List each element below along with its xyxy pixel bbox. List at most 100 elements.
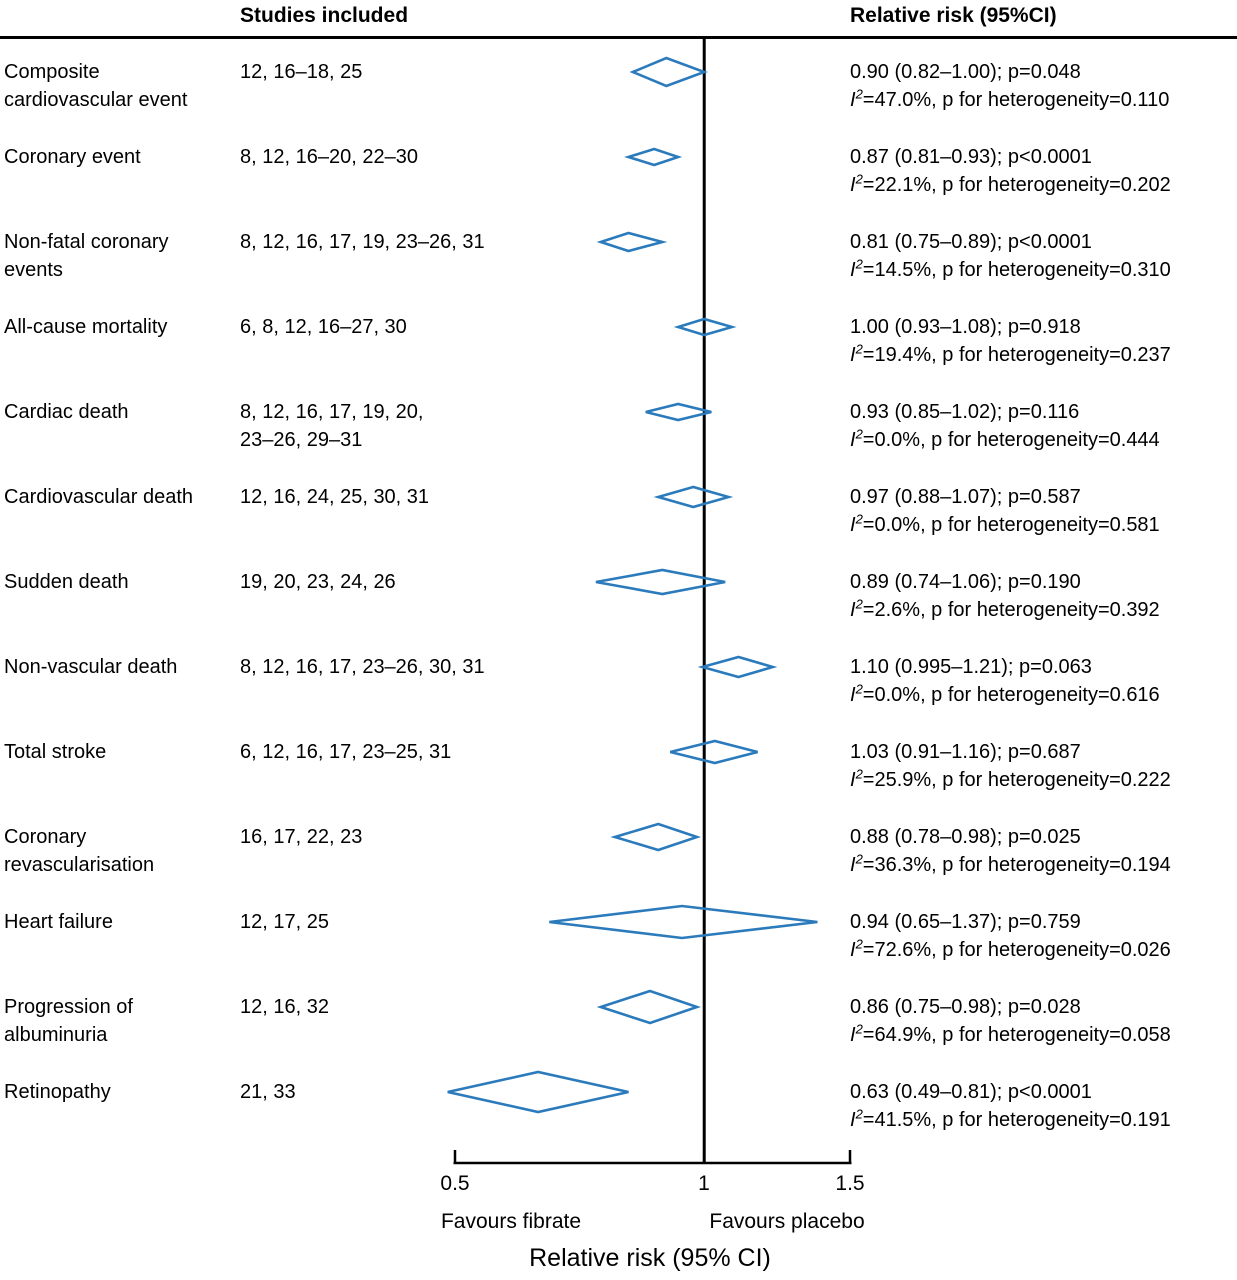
stats-cell: 1.00 (0.93–1.08); p=0.918 I2=19.4%, p fo…	[850, 313, 1236, 369]
forest-row: All-cause mortality 6, 8, 12, 16–27, 30 …	[0, 311, 1237, 396]
outcome-label: Progression of albuminuria	[4, 996, 133, 1046]
studies-list: 12, 16–18, 25	[240, 61, 363, 83]
rr-estimate-text: 0.88 (0.78–0.98); p=0.025	[850, 826, 1081, 848]
heterogeneity-values: =72.6%, p for heterogeneity=0.026	[862, 939, 1171, 961]
i-squared-symbol: I2	[850, 766, 863, 791]
heterogeneity-text: I2=2.6%, p for heterogeneity=0.392	[850, 596, 1236, 624]
heterogeneity-values: =14.5%, p for heterogeneity=0.310	[862, 259, 1171, 281]
heterogeneity-text: I2=64.9%, p for heterogeneity=0.058	[850, 1021, 1236, 1049]
i-squared-symbol: I2	[850, 171, 863, 196]
heterogeneity-text: I2=0.0%, p for heterogeneity=0.616	[850, 681, 1236, 709]
i-squared-symbol: I2	[850, 681, 863, 706]
rr-estimate-text: 1.10 (0.995–1.21); p=0.063	[850, 656, 1092, 678]
studies-list: 12, 17, 25	[240, 911, 329, 933]
heterogeneity-values: =0.0%, p for heterogeneity=0.616	[862, 684, 1160, 706]
stats-cell: 0.93 (0.85–1.02); p=0.116 I2=0.0%, p for…	[850, 398, 1236, 454]
stats-cell: 1.03 (0.91–1.16); p=0.687 I2=25.9%, p fo…	[850, 738, 1236, 794]
studies-column-header: Studies included	[240, 4, 409, 27]
forest-row: Sudden death 19, 20, 23, 24, 26 0.89 (0.…	[0, 566, 1237, 651]
x-tick-label-05: 0.5	[440, 1172, 470, 1195]
studies-list: 8, 12, 16, 17, 19, 20, 23–26, 29–31	[240, 401, 424, 451]
x-axis-title: Relative risk (95% CI)	[529, 1244, 771, 1272]
stats-cell: 0.86 (0.75–0.98); p=0.028 I2=64.9%, p fo…	[850, 993, 1236, 1049]
rr-estimate-text: 0.93 (0.85–1.02); p=0.116	[850, 401, 1080, 423]
rr-estimate-text: 0.97 (0.88–1.07); p=0.587	[850, 486, 1081, 508]
relative-risk-column-header: Relative risk (95%CI)	[850, 4, 1057, 27]
heterogeneity-text: I2=25.9%, p for heterogeneity=0.222	[850, 766, 1236, 794]
studies-list: 12, 16, 32	[240, 996, 329, 1018]
forest-row: Composite cardiovascular event 12, 16–18…	[0, 56, 1237, 141]
heterogeneity-values: =47.0%, p for heterogeneity=0.110	[862, 89, 1170, 111]
outcome-label: Composite cardiovascular event	[4, 61, 188, 111]
outcome-label: All-cause mortality	[4, 316, 168, 338]
outcome-label: Coronary revascularisation	[4, 826, 155, 876]
stats-cell: 0.89 (0.74–1.06); p=0.190 I2=2.6%, p for…	[850, 568, 1236, 624]
studies-list: 16, 17, 22, 23	[240, 826, 363, 848]
stats-cell: 0.94 (0.65–1.37); p=0.759 I2=72.6%, p fo…	[850, 908, 1236, 964]
heterogeneity-values: =22.1%, p for heterogeneity=0.202	[862, 174, 1171, 196]
rr-estimate-text: 0.81 (0.75–0.89); p<0.0001	[850, 231, 1092, 253]
rr-estimate-text: 0.89 (0.74–1.06); p=0.190	[850, 571, 1081, 593]
x-tick-label-1: 1	[698, 1172, 710, 1195]
stats-cell: 0.90 (0.82–1.00); p=0.048 I2=47.0%, p fo…	[850, 58, 1236, 114]
stats-cell: 0.88 (0.78–0.98); p=0.025 I2=36.3%, p fo…	[850, 823, 1236, 879]
studies-list: 6, 12, 16, 17, 23–25, 31	[240, 741, 452, 763]
outcome-label: Non-vascular death	[4, 656, 178, 678]
rr-estimate-text: 0.87 (0.81–0.93); p<0.0001	[850, 146, 1092, 168]
stats-cell: 0.81 (0.75–0.89); p<0.0001 I2=14.5%, p f…	[850, 228, 1236, 284]
outcome-label: Non-fatal coronary events	[4, 231, 169, 281]
heterogeneity-text: I2=14.5%, p for heterogeneity=0.310	[850, 256, 1236, 284]
forest-row: Cardiovascular death 12, 16, 24, 25, 30,…	[0, 481, 1237, 566]
forest-row: Non-vascular death 8, 12, 16, 17, 23–26,…	[0, 651, 1237, 736]
forest-row: Coronary event 8, 12, 16–20, 22–30 0.87 …	[0, 141, 1237, 226]
studies-list: 8, 12, 16, 17, 23–26, 30, 31	[240, 656, 485, 678]
heterogeneity-values: =0.0%, p for heterogeneity=0.581	[862, 514, 1160, 536]
heterogeneity-values: =2.6%, p for heterogeneity=0.392	[862, 599, 1160, 621]
studies-list: 12, 16, 24, 25, 30, 31	[240, 486, 430, 508]
forest-row: Heart failure 12, 17, 25 0.94 (0.65–1.37…	[0, 906, 1237, 991]
heterogeneity-values: =36.3%, p for heterogeneity=0.194	[862, 854, 1171, 876]
heterogeneity-text: I2=36.3%, p for heterogeneity=0.194	[850, 851, 1236, 879]
stats-cell: 1.10 (0.995–1.21); p=0.063 I2=0.0%, p fo…	[850, 653, 1236, 709]
i-squared-symbol: I2	[850, 1106, 863, 1131]
i-squared-symbol: I2	[850, 936, 863, 961]
rr-estimate-text: 0.90 (0.82–1.00); p=0.048	[850, 61, 1081, 83]
heterogeneity-values: =41.5%, p for heterogeneity=0.191	[862, 1109, 1171, 1131]
heterogeneity-values: =25.9%, p for heterogeneity=0.222	[862, 769, 1171, 791]
outcome-label: Retinopathy	[4, 1081, 111, 1103]
forest-row: Retinopathy 21, 33 0.63 (0.49–0.81); p<0…	[0, 1076, 1237, 1161]
i-squared-symbol: I2	[850, 341, 863, 366]
heterogeneity-values: =64.9%, p for heterogeneity=0.058	[862, 1024, 1171, 1046]
forest-row: Cardiac death 8, 12, 16, 17, 19, 20, 23–…	[0, 396, 1237, 481]
i-squared-symbol: I2	[850, 256, 863, 281]
heterogeneity-text: I2=72.6%, p for heterogeneity=0.026	[850, 936, 1236, 964]
heterogeneity-values: =19.4%, p for heterogeneity=0.237	[862, 344, 1171, 366]
heterogeneity-text: I2=47.0%, p for heterogeneity=0.110	[850, 86, 1236, 114]
rr-estimate-text: 0.86 (0.75–0.98); p=0.028	[850, 996, 1081, 1018]
i-squared-symbol: I2	[850, 851, 863, 876]
i-squared-symbol: I2	[850, 1021, 863, 1046]
rr-estimate-text: 1.00 (0.93–1.08); p=0.918	[850, 316, 1081, 338]
i-squared-symbol: I2	[850, 596, 863, 621]
rr-estimate-text: 1.03 (0.91–1.16); p=0.687	[850, 741, 1081, 763]
favours-fibrate-label: Favours fibrate	[440, 1210, 582, 1233]
heterogeneity-text: I2=0.0%, p for heterogeneity=0.581	[850, 511, 1236, 539]
outcome-label: Heart failure	[4, 911, 113, 933]
studies-list: 19, 20, 23, 24, 26	[240, 571, 396, 593]
i-squared-symbol: I2	[850, 86, 863, 111]
heterogeneity-values: =0.0%, p for heterogeneity=0.444	[862, 429, 1160, 451]
stats-cell: 0.87 (0.81–0.93); p<0.0001 I2=22.1%, p f…	[850, 143, 1236, 199]
heterogeneity-text: I2=41.5%, p for heterogeneity=0.191	[850, 1106, 1236, 1134]
outcome-label: Cardiac death	[4, 401, 129, 423]
studies-list: 8, 12, 16, 17, 19, 23–26, 31	[240, 231, 485, 253]
header-divider	[0, 36, 1237, 39]
outcome-label: Cardiovascular death	[4, 486, 193, 508]
outcome-label: Total stroke	[4, 741, 107, 763]
i-squared-symbol: I2	[850, 511, 863, 536]
rr-estimate-text: 0.94 (0.65–1.37); p=0.759	[850, 911, 1081, 933]
forest-row: Total stroke 6, 12, 16, 17, 23–25, 31 1.…	[0, 736, 1237, 821]
forest-row: Non-fatal coronary events 8, 12, 16, 17,…	[0, 226, 1237, 311]
studies-list: 6, 8, 12, 16–27, 30	[240, 316, 407, 338]
x-tick-label-15: 1.5	[835, 1172, 865, 1195]
